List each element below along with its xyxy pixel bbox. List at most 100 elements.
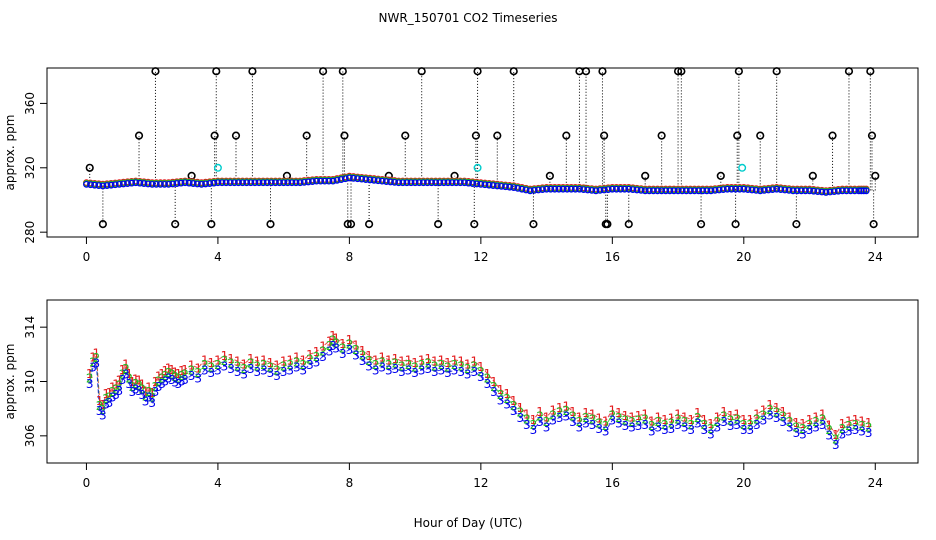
series-3-marker: 3 bbox=[753, 418, 761, 432]
series-1-marker: 1 bbox=[92, 346, 100, 360]
series-2-marker: 2 bbox=[681, 415, 689, 429]
series-3-marker: 3 bbox=[799, 427, 807, 441]
series-1-marker: 1 bbox=[648, 414, 656, 428]
series-1-marker: 1 bbox=[181, 363, 189, 377]
spike-point bbox=[772, 67, 781, 76]
spike-point bbox=[151, 67, 160, 76]
series-1-marker: 1 bbox=[753, 408, 761, 422]
series-1-marker: 1 bbox=[152, 375, 160, 389]
series-3-point bbox=[588, 187, 596, 194]
series-2-marker: 2 bbox=[779, 410, 787, 424]
series-3-point bbox=[461, 179, 468, 187]
series-1-marker: 1 bbox=[825, 418, 833, 432]
series-3-marker: 3 bbox=[484, 377, 492, 391]
series-3-point bbox=[144, 180, 152, 188]
series-3-point bbox=[650, 187, 657, 195]
series-3-point bbox=[576, 185, 583, 193]
series-3-marker: 3 bbox=[687, 423, 695, 437]
series-2-marker: 2 bbox=[766, 403, 774, 417]
series-2-marker: 2 bbox=[227, 357, 235, 371]
series-3-point bbox=[728, 185, 735, 193]
spike-point bbox=[545, 171, 554, 180]
series-2-marker: 2 bbox=[747, 418, 755, 432]
top-panel: 0 4 8 12 16 20 24 280 320 360 approx. ppm bbox=[3, 67, 919, 264]
series-3-point bbox=[686, 187, 694, 195]
series-1-marker: 1 bbox=[424, 352, 432, 366]
series-3-point bbox=[740, 185, 748, 193]
series-1-marker: 1 bbox=[175, 367, 183, 381]
series-3-marker: 3 bbox=[727, 419, 735, 433]
series-2-marker: 2 bbox=[152, 380, 160, 394]
series-2-marker: 2 bbox=[845, 419, 853, 433]
series-1-marker: 1 bbox=[760, 404, 768, 418]
series-1-marker: 1 bbox=[852, 413, 860, 427]
series-3-marker: 3 bbox=[319, 350, 327, 364]
series-2-marker: 2 bbox=[135, 378, 143, 392]
spike-point bbox=[598, 67, 607, 76]
series-3-point bbox=[251, 179, 259, 187]
series-3-point bbox=[711, 187, 719, 194]
series-2-marker: 2 bbox=[687, 418, 695, 432]
series-3-point bbox=[358, 175, 366, 183]
series-2-marker: 2 bbox=[661, 418, 669, 432]
series-3-point bbox=[436, 179, 444, 187]
x-tick-label: 12 bbox=[473, 476, 488, 490]
series-2-marker: 2 bbox=[142, 389, 150, 403]
series-1-marker: 1 bbox=[839, 417, 847, 431]
series-2-marker: 2 bbox=[806, 418, 814, 432]
series-1-marker: 1 bbox=[339, 337, 347, 351]
series-2-marker: 2 bbox=[477, 365, 485, 379]
series-1-marker: 1 bbox=[411, 356, 419, 370]
series-3-point bbox=[613, 185, 620, 193]
series-3-point bbox=[806, 187, 813, 195]
series-3-point bbox=[350, 174, 357, 182]
series-3-point bbox=[198, 180, 205, 188]
series-3-point bbox=[715, 186, 723, 194]
series-1-marker: 1 bbox=[694, 406, 702, 420]
spike-point bbox=[756, 131, 765, 140]
series-1-marker: 1 bbox=[89, 351, 97, 365]
spike-point bbox=[365, 220, 374, 229]
series-2-marker: 2 bbox=[543, 415, 551, 429]
series-3-point bbox=[329, 177, 337, 185]
series-2-marker: 2 bbox=[457, 359, 465, 373]
series-2-marker: 2 bbox=[773, 406, 781, 420]
series-3-point bbox=[136, 179, 144, 187]
spike-point bbox=[212, 67, 221, 76]
spike-point bbox=[401, 131, 410, 140]
series-1-marker: 1 bbox=[135, 374, 143, 388]
series-2-marker: 2 bbox=[260, 358, 268, 372]
series-2-marker: 2 bbox=[378, 355, 386, 369]
series-3-marker: 3 bbox=[477, 370, 485, 384]
series-1-marker: 1 bbox=[543, 410, 551, 424]
series-3-marker: 3 bbox=[300, 363, 308, 377]
series-2-marker: 2 bbox=[839, 422, 847, 436]
series-3-marker: 3 bbox=[240, 368, 248, 382]
series-2-marker: 2 bbox=[155, 374, 163, 388]
series-3-point bbox=[822, 189, 830, 196]
series-3-point bbox=[169, 180, 177, 188]
series-1-marker: 1 bbox=[556, 401, 564, 415]
series-1-marker: 1 bbox=[832, 428, 840, 442]
series-3-point bbox=[481, 181, 489, 189]
series-3-point bbox=[428, 179, 435, 187]
series-1-marker: 1 bbox=[674, 408, 682, 422]
series-3-marker: 3 bbox=[286, 363, 294, 377]
series-3-point bbox=[337, 176, 345, 183]
series-2-marker: 2 bbox=[707, 422, 715, 436]
x-axis-label: Hour of Day (UTC) bbox=[414, 516, 523, 530]
series-1-marker: 1 bbox=[812, 410, 820, 424]
series-2-marker: 2 bbox=[444, 361, 452, 375]
series-3-marker: 3 bbox=[418, 363, 426, 377]
series-1-marker: 1 bbox=[595, 412, 603, 426]
series-3-marker: 3 bbox=[109, 391, 117, 405]
spike-point bbox=[696, 220, 706, 229]
series-2-marker: 2 bbox=[398, 359, 406, 373]
series-2-marker: 2 bbox=[171, 370, 179, 384]
series-3-marker: 3 bbox=[280, 365, 288, 379]
series-3-point bbox=[177, 179, 185, 187]
series-1-marker: 1 bbox=[438, 353, 446, 367]
series-3-marker: 3 bbox=[569, 415, 577, 429]
series-3-point bbox=[218, 179, 226, 187]
series-1-marker: 1 bbox=[138, 378, 146, 392]
